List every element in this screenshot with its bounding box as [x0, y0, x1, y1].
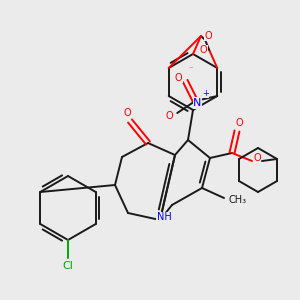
Text: O: O	[174, 73, 182, 83]
Text: +: +	[202, 88, 209, 98]
Text: CH₃: CH₃	[229, 195, 247, 205]
Text: N: N	[193, 98, 201, 108]
Text: ⁻: ⁻	[188, 64, 192, 74]
Text: O: O	[253, 153, 261, 163]
Text: O: O	[204, 31, 212, 41]
Text: O: O	[123, 108, 131, 118]
Text: NH: NH	[157, 212, 171, 222]
Text: Cl: Cl	[63, 261, 74, 271]
Text: O: O	[165, 111, 173, 121]
Text: O: O	[235, 118, 243, 128]
Text: O: O	[200, 45, 207, 55]
